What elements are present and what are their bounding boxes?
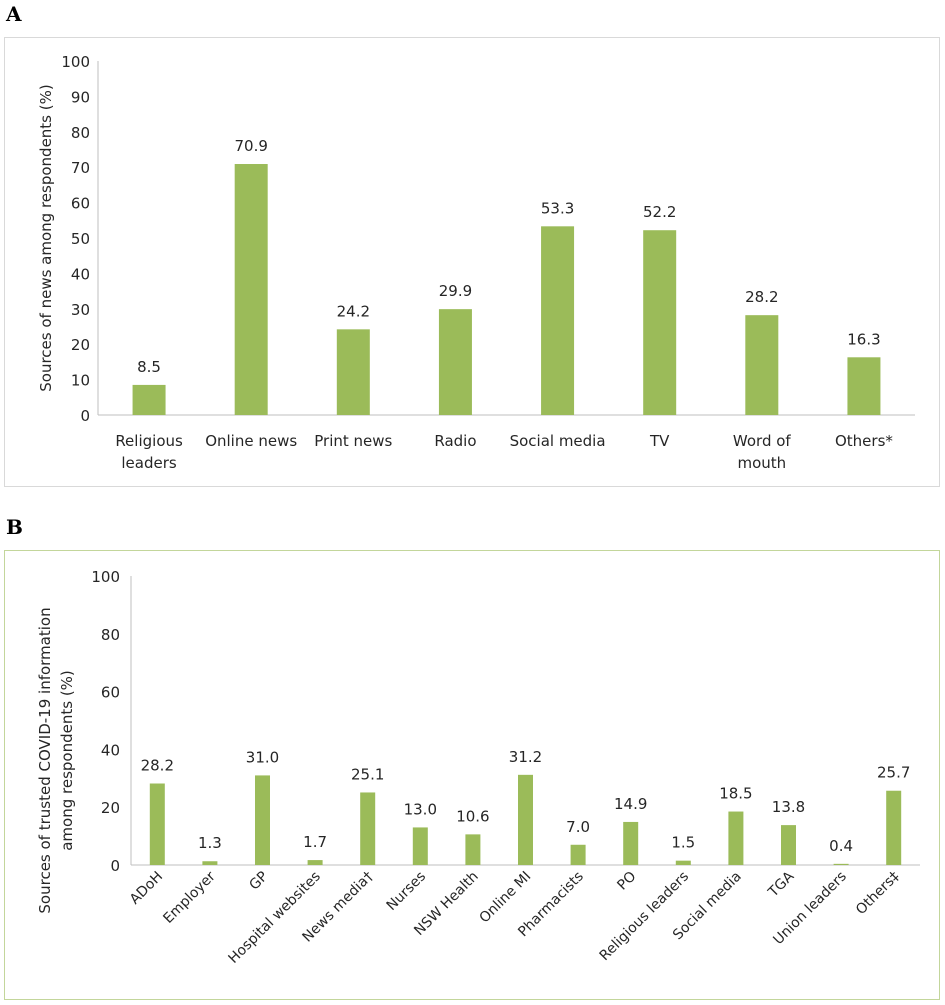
panel-b-bar [149, 783, 165, 865]
panel-a-y-tick-label: 20 [71, 336, 90, 354]
panel-a-y-tick-label: 70 [71, 159, 90, 177]
panel-b-data-label: 25.7 [877, 764, 910, 782]
panel-b-bar [886, 790, 902, 865]
panel-b-x-tick-label: Others‡ [853, 869, 903, 919]
panel-a-bar [132, 384, 166, 415]
panel-b-x-tick-label: Employer [160, 868, 218, 926]
panel-a-y-tick-label: 100 [61, 53, 90, 71]
panel-a-bar [234, 164, 268, 415]
panel-b-x-tick-label: GP [246, 869, 271, 894]
panel-a-y-tick-label: 0 [80, 407, 90, 425]
panel-b-y-tick-label: 0 [110, 857, 120, 875]
panel-a-data-label: 24.2 [337, 302, 370, 320]
panel-b-data-label: 1.3 [198, 834, 222, 852]
panel-a-y-tick-label: 30 [71, 301, 90, 319]
panel-b-bar [518, 774, 533, 865]
panel-b-y-axis-label: Sources of trusted COVID-19 information a… [36, 607, 76, 913]
panel-b-bar [728, 811, 744, 865]
panel-b-y-tick-label: 100 [91, 568, 120, 586]
panel-a-x-tick-label: Religious leaders [115, 432, 183, 472]
panel-b-data-label: 25.1 [351, 765, 384, 783]
panel-a-y-tick-label: 40 [71, 265, 90, 283]
panel-b-data-label: 13.0 [404, 800, 437, 818]
panel-a-data-label: 70.9 [234, 137, 267, 155]
panel-a-y-axis-label: Sources of news among respondents (%) [37, 84, 55, 391]
panel-b-y-tick-label: 60 [101, 684, 120, 702]
panel-b-bar [307, 860, 323, 865]
panel-a-bar [745, 315, 779, 415]
panel-a-bar [847, 357, 881, 415]
panel-b-data-label: 7.0 [566, 818, 590, 836]
panel-a-x-tick-label: Word of mouth [733, 432, 792, 472]
panel-a-x-tick-label: Online news [205, 432, 297, 450]
panel-b-y-tick-label: 40 [101, 741, 120, 759]
panel-b-bar [465, 834, 481, 865]
panel-a-data-label: 8.5 [137, 358, 161, 376]
panel-a-data-label: 53.3 [541, 199, 574, 217]
panel-b-bar [412, 827, 428, 865]
panel-a-bar [336, 329, 370, 415]
panel-a-x-tick-label: Social media [510, 432, 606, 450]
panel-a-x-tick-label: TV [649, 432, 670, 450]
panel-b-y-tick-label: 20 [101, 799, 120, 817]
panel-b-x-tick-label: Nurses [384, 869, 429, 914]
panel-b-data-label: 1.5 [671, 834, 695, 852]
panel-a-y-tick-label: 60 [71, 195, 90, 213]
panel-b-data-label: 10.6 [456, 807, 489, 825]
panel-a-bar [541, 226, 575, 415]
panel-b-data-label: 18.5 [719, 785, 752, 803]
panel-a-y-tick-label: 90 [71, 88, 90, 106]
panel-a-data-label: 16.3 [847, 330, 880, 348]
panel-b-bar [675, 860, 691, 865]
panel-b-x-tick-label: ADoH [127, 869, 166, 908]
panel-b-x-tick-label: TGA [765, 868, 798, 901]
panel-a-data-label: 52.2 [643, 203, 676, 221]
panel-a-bar [643, 230, 677, 415]
panel-b-x-tick-label: Hospital websites [226, 869, 324, 967]
panel-b-bar [623, 821, 639, 865]
panel-a-data-label: 28.2 [745, 288, 778, 306]
panel-a-y-tick-label: 10 [71, 372, 90, 390]
panel-b-x-tick-label: PO [614, 869, 639, 894]
panel-b-bar [833, 863, 849, 865]
panel-a-frame [4, 37, 940, 487]
panel-b-data-label: 28.2 [141, 757, 174, 775]
panel-a-y-tick-label: 50 [71, 230, 90, 248]
panel-a-letter: A [6, 2, 22, 26]
panel-b-data-label: 0.4 [829, 837, 853, 855]
panel-a-data-label: 29.9 [439, 282, 472, 300]
panel-a-x-tick-label: Radio [434, 432, 476, 450]
panel-b-bar [360, 792, 376, 865]
panel-a-x-tick-label: Print news [314, 432, 392, 450]
panel-b-y-tick-label: 80 [101, 626, 120, 644]
panel-b-x-tick-label: Religious leaders [597, 869, 693, 965]
panel-a-x-tick-label: Others* [835, 432, 893, 450]
panel-b-data-label: 1.7 [303, 833, 327, 851]
panel-b-bar [255, 775, 270, 865]
panel-b-data-label: 14.9 [614, 795, 647, 813]
panel-b-letter: B [6, 515, 23, 539]
panel-a-bar [438, 309, 472, 415]
panel-b-data-label: 31.0 [246, 748, 279, 766]
panel-b-data-label: 31.2 [509, 748, 542, 766]
panel-a-y-tick-label: 80 [71, 124, 90, 142]
panel-b-bar [781, 825, 796, 865]
panel-b-frame [4, 550, 940, 1000]
panel-b-bar [570, 844, 586, 865]
panel-b-data-label: 13.8 [772, 798, 805, 816]
panel-b-bar [202, 861, 218, 865]
